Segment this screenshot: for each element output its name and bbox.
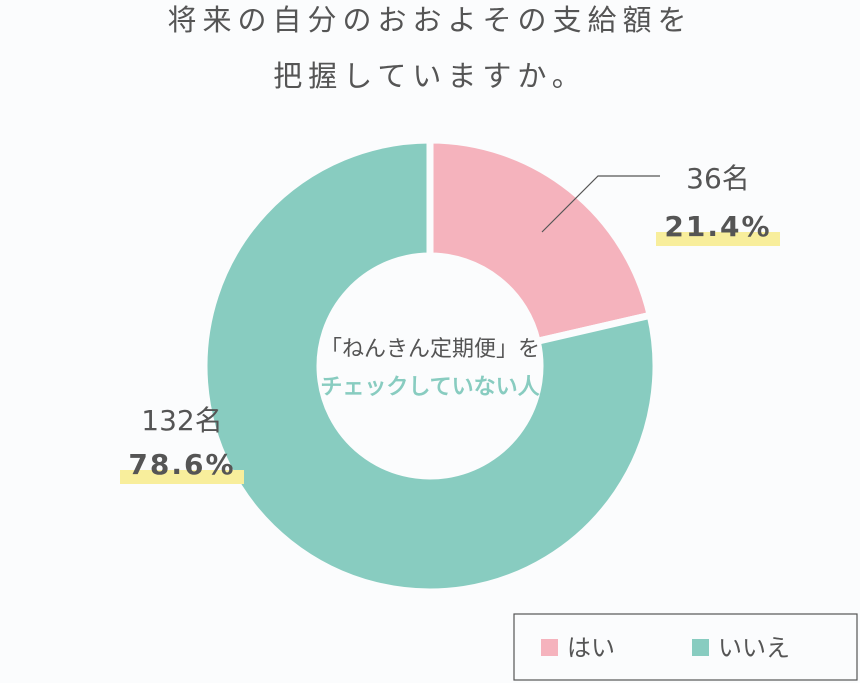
legend-swatch: [541, 639, 558, 656]
count-label: 132名: [141, 404, 222, 437]
slice: [200, 136, 660, 596]
highlight: [656, 232, 780, 246]
slice: [426, 136, 655, 346]
legend-swatch: [692, 639, 709, 656]
legend-label: いいえ: [718, 634, 790, 662]
value-label: 78.6%: [128, 448, 235, 481]
center-text: チェックしていない人: [320, 375, 539, 400]
legend-label: はい: [567, 634, 615, 662]
highlight: [120, 470, 244, 484]
leader-line: [541, 175, 660, 233]
count-label: 36名: [686, 162, 750, 195]
chart-title: 将来の自分のおおよその支給額を: [167, 3, 692, 37]
legend-box: [513, 613, 858, 681]
center-text: 「ねんきん定期便」を: [320, 337, 540, 362]
chart-title: 把握していますか。: [273, 59, 587, 93]
value-label: 21.4%: [664, 210, 771, 243]
